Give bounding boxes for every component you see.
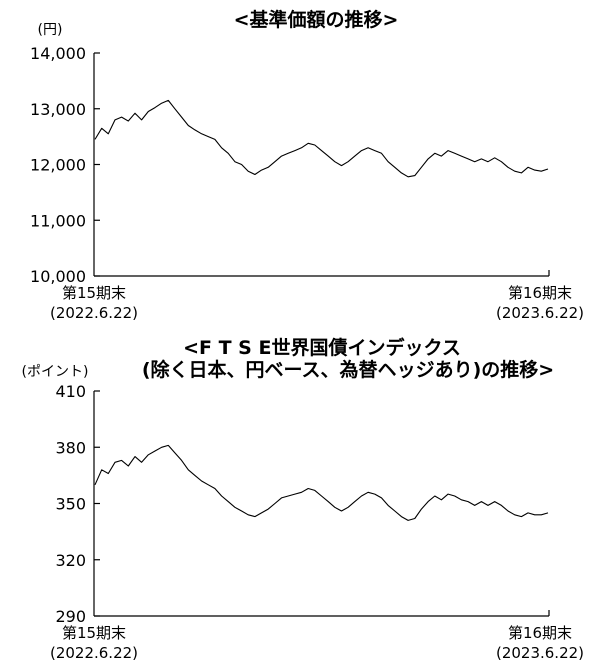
- chart-1-series-line: [94, 99, 549, 178]
- chart-1-x-start-date: (2022.6.22): [50, 304, 138, 322]
- y-tick-label: 10,000: [30, 267, 86, 286]
- chart-2-series-line: [94, 444, 549, 521]
- y-tick-label: 11,000: [30, 211, 86, 230]
- chart-1-unit-label: (円): [38, 22, 63, 38]
- chart-2-x-end-date: (2023.6.22): [496, 644, 584, 662]
- chart-1-title: <基準価額の推移>: [234, 8, 399, 31]
- chart-2-title-line2: (除く日本、円ベース、為替ヘッジあり)の推移>: [142, 358, 554, 381]
- chart-2-unit-label: (ポイント): [22, 364, 89, 380]
- y-tick-label: 410: [55, 382, 86, 401]
- chart-2-x-start-date: (2022.6.22): [50, 644, 138, 662]
- chart-1-x-start-label: 第15期末: [62, 284, 126, 302]
- chart-2-title-line1: <F T S E世界国債インデックス: [183, 336, 461, 359]
- y-tick-label: 380: [55, 438, 86, 457]
- y-tick-label: 12,000: [30, 156, 86, 175]
- y-tick-label: 13,000: [30, 100, 86, 119]
- chart-2-x-end-label: 第16期末: [508, 624, 572, 642]
- chart-1: <基準価額の推移> (円) 14,000 13,000 12,000 11,000 10…: [30, 8, 584, 322]
- y-tick-label: 14,000: [30, 44, 86, 63]
- chart-2: <F T S E世界国債インデックス (除く日本、円ベース、為替ヘッジあり)の推…: [22, 336, 584, 662]
- y-tick-label: 350: [55, 495, 86, 514]
- chart-1-x-end-label: 第16期末: [508, 284, 572, 302]
- y-tick-label: 290: [55, 607, 86, 626]
- y-tick-label: 320: [55, 551, 86, 570]
- chart-2-x-start-label: 第15期末: [62, 624, 126, 642]
- chart-1-x-end-date: (2023.6.22): [496, 304, 584, 322]
